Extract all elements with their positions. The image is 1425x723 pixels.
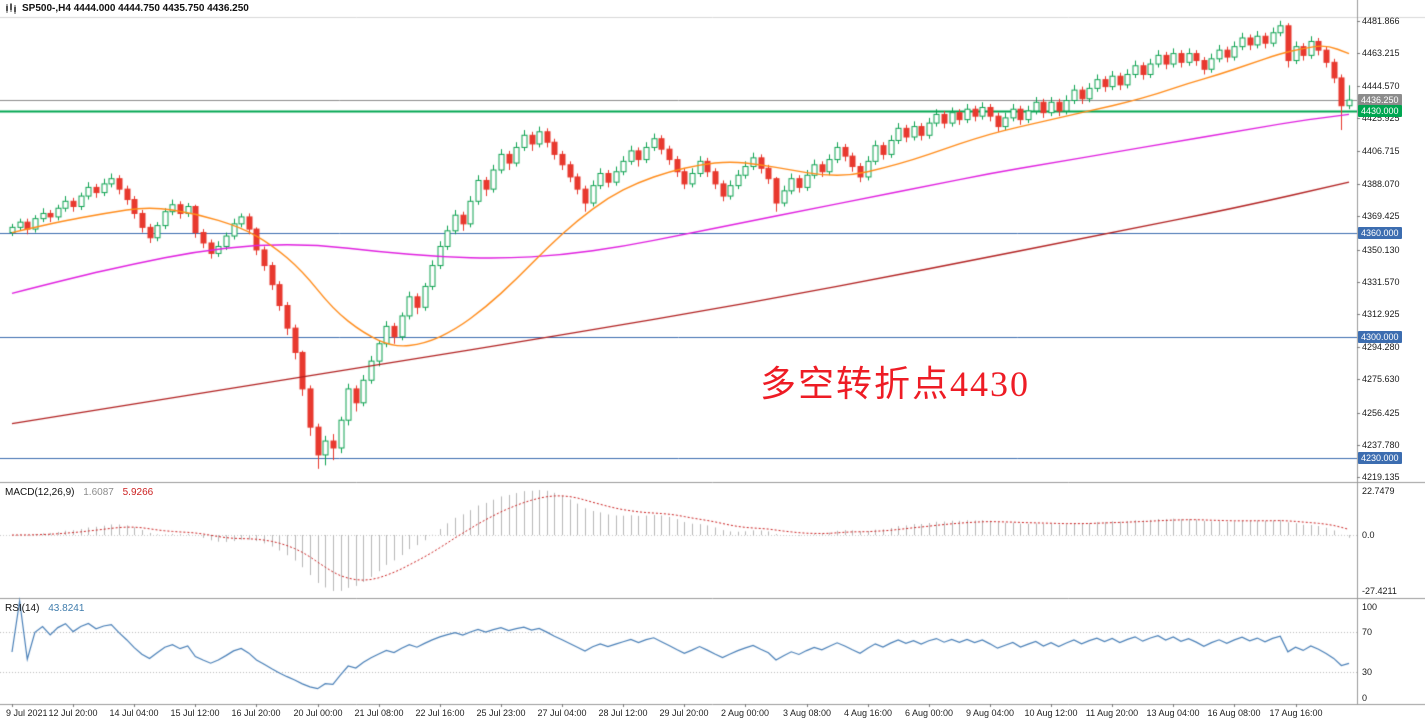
macd-axis-min: -27.4211 (1362, 586, 1397, 596)
candlestick-chart-icon (6, 3, 16, 14)
price-tick-label: 4444.570 (1362, 81, 1400, 91)
time-tick-label: 14 Jul 04:00 (109, 708, 159, 718)
time-tick-label: 15 Jul 12:00 (170, 708, 220, 718)
time-tick-label: 11 Aug 20:00 (1085, 708, 1139, 718)
time-tick-label: 17 Aug 16:00 (1269, 708, 1323, 718)
rsi-indicator-label: RSI(14) 43.8241 (5, 603, 84, 614)
macd-indicator-label: MACD(12,26,9) 1.6087 5.9266 (5, 487, 153, 498)
price-level-box-blue: 4230.000 (1358, 452, 1402, 464)
price-level-box-blue: 4300.000 (1358, 331, 1402, 343)
rsi-name: RSI(14) (5, 603, 40, 614)
rsi-axis-0: 0 (1362, 693, 1368, 703)
time-tick-label: 9 Jul 2021 (6, 708, 48, 718)
time-tick-label: 22 Jul 16:00 (415, 708, 465, 718)
time-tick-label: 16 Jul 20:00 (231, 708, 281, 718)
price-tick-label: 4406.715 (1362, 146, 1400, 156)
price-tick-label: 4463.215 (1362, 48, 1400, 58)
price-tick-label: 4294.280 (1362, 342, 1400, 352)
price-tick-label: 4331.570 (1362, 277, 1400, 287)
time-tick-label: 9 Aug 04:00 (965, 708, 1015, 718)
time-tick-label: 4 Aug 16:00 (843, 708, 893, 718)
time-tick-label: 12 Jul 20:00 (48, 708, 98, 718)
time-tick-label: 16 Aug 08:00 (1207, 708, 1261, 718)
price-tick-label: 4388.070 (1362, 179, 1400, 189)
time-tick-label: 27 Jul 04:00 (537, 708, 587, 718)
time-tick-label: 21 Jul 08:00 (354, 708, 404, 718)
time-tick-label: 13 Aug 04:00 (1146, 708, 1200, 718)
price-level-box-green: 4430.000 (1358, 105, 1402, 117)
time-tick-label: 20 Jul 00:00 (293, 708, 343, 718)
rsi-value: 43.8241 (48, 603, 85, 614)
chart-title: SP500-,H4 4444.000 4444.750 4435.750 443… (22, 3, 249, 14)
price-tick-label: 4237.780 (1362, 440, 1400, 450)
time-tick-label: 6 Aug 00:00 (904, 708, 954, 718)
time-tick-label: 28 Jul 12:00 (598, 708, 648, 718)
price-tick-label: 4275.630 (1362, 374, 1400, 384)
rsi-axis-100: 100 (1362, 602, 1378, 612)
price-level-box-blue: 4360.000 (1358, 227, 1402, 239)
price-axis[interactable]: 4481.866 4463.215 4444.570 4425.925 4406.715… (1358, 0, 1425, 705)
chart-header: SP500-,H4 4444.000 4444.750 4435.750 443… (5, 3, 249, 14)
time-axis[interactable]: 9 Jul 2021 12 Jul 20:00 14 Jul 04:00 15 Jul… (0, 705, 1357, 723)
price-tick-label: 4369.425 (1362, 211, 1400, 221)
price-tick-label: 4256.425 (1362, 408, 1400, 418)
macd-axis-max: 22.7479 (1362, 486, 1395, 496)
rsi-axis-30: 30 (1362, 667, 1373, 677)
price-tick-label: 4481.866 (1362, 16, 1400, 26)
rsi-axis-70: 70 (1362, 627, 1373, 637)
price-tick-label: 4350.130 (1362, 245, 1400, 255)
time-tick-label: 25 Jul 23:00 (476, 708, 526, 718)
macd-signal-value: 5.9266 (122, 487, 154, 498)
price-tick-label: 4312.925 (1362, 309, 1400, 319)
time-tick-label: 2 Aug 00:00 (720, 708, 770, 718)
macd-name: MACD(12,26,9) (5, 487, 75, 498)
time-tick-label: 3 Aug 08:00 (782, 708, 832, 718)
price-level-box-current: 4436.250 (1358, 94, 1402, 106)
price-tick-label: 4425.925 (1362, 113, 1400, 123)
time-tick-label: 29 Jul 20:00 (659, 708, 709, 718)
annotation-text: 多空转折点4430 (760, 364, 1031, 404)
time-tick-label: 10 Aug 12:00 (1024, 708, 1078, 718)
macd-axis-zero: 0.0 (1362, 530, 1375, 540)
macd-main-value: 1.6087 (83, 487, 114, 498)
price-tick-label: 4219.135 (1362, 472, 1400, 482)
